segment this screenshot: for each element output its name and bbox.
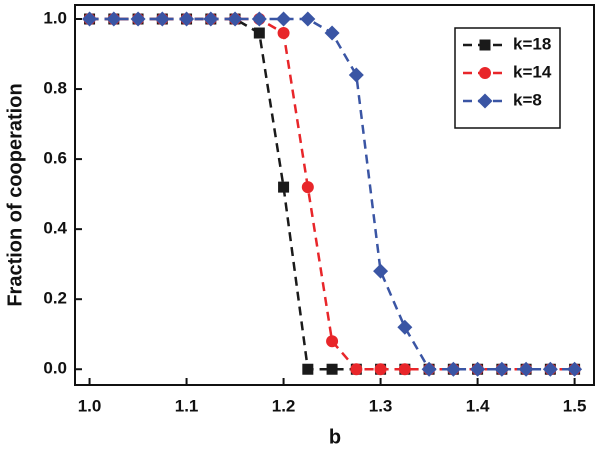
marker (179, 11, 195, 27)
marker (350, 363, 363, 376)
marker (479, 39, 491, 51)
marker (278, 181, 290, 193)
y-tick-label: 0.2 (43, 289, 67, 308)
x-tick-label: 1.4 (466, 396, 490, 415)
marker (106, 11, 122, 27)
legend-label: k=18 (513, 34, 551, 53)
marker (477, 93, 493, 109)
y-tick-label: 0.8 (43, 79, 67, 98)
x-tick-label: 1.3 (369, 396, 393, 415)
marker (421, 361, 437, 377)
legend-label: k=14 (513, 62, 552, 81)
marker (445, 361, 461, 377)
marker (373, 263, 389, 279)
y-tick-label: 1.0 (43, 8, 67, 27)
marker (154, 11, 170, 27)
marker (348, 67, 364, 83)
x-tick-label: 1.1 (175, 396, 199, 415)
marker (203, 11, 219, 27)
marker (277, 27, 290, 40)
x-tick-label: 1.2 (272, 396, 296, 415)
marker (479, 67, 491, 79)
marker (567, 361, 583, 377)
marker (227, 11, 243, 27)
y-tick-label: 0.6 (43, 149, 67, 168)
y-tick-label: 0.4 (43, 219, 67, 238)
marker (276, 11, 292, 27)
legend-label: k=8 (513, 90, 542, 109)
x-tick-label: 1.0 (78, 396, 102, 415)
marker (326, 363, 338, 375)
y-axis-title: Fraction of cooperation (4, 83, 26, 306)
marker (518, 361, 534, 377)
x-axis-title: b (329, 426, 341, 448)
legend-box (454, 27, 561, 129)
marker (324, 25, 340, 41)
marker (374, 363, 387, 376)
marker (397, 319, 413, 335)
marker (253, 27, 265, 39)
marker (542, 361, 558, 377)
marker (82, 11, 98, 27)
marker (130, 11, 146, 27)
plot-frame (74, 4, 595, 386)
marker (301, 181, 314, 194)
marker (300, 11, 316, 27)
marker (326, 335, 339, 348)
x-tick-label: 1.5 (563, 396, 587, 415)
marker (302, 363, 314, 375)
y-tick-label: 0.0 (43, 359, 67, 378)
marker (470, 361, 486, 377)
marker (251, 11, 267, 27)
marker (398, 363, 411, 376)
marker (494, 361, 510, 377)
